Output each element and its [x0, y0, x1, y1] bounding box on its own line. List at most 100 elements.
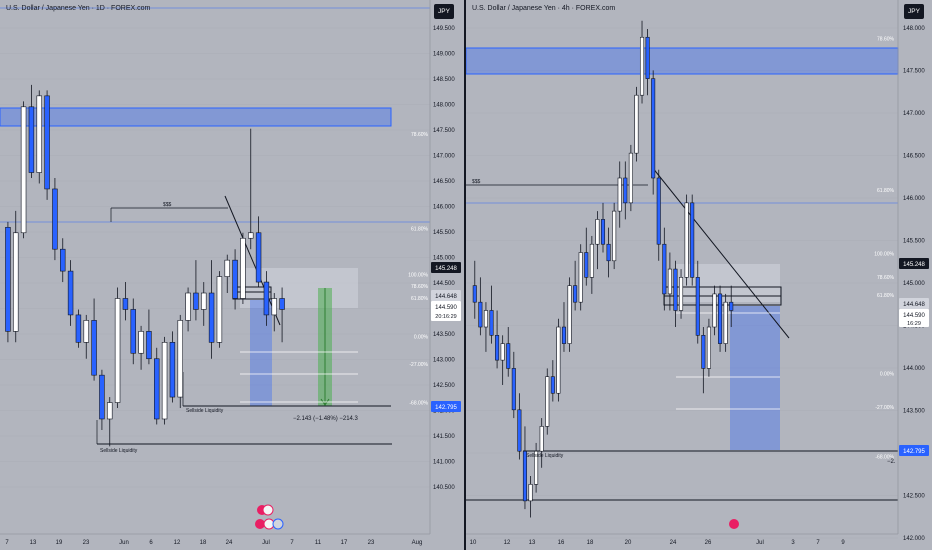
candle-body [522, 450, 527, 502]
x-tick-label: 7 [290, 540, 294, 546]
candle-body [114, 298, 121, 403]
x-tick-label: 12 [174, 540, 181, 546]
candle-body [169, 342, 176, 398]
candle-body [662, 243, 667, 295]
y-tick-label: 144.500 [433, 281, 455, 287]
y-tick-label: 142.500 [903, 494, 925, 500]
candle-body [701, 335, 706, 369]
candle-body [177, 320, 183, 398]
x-tick-label: 23 [368, 540, 375, 546]
event-icon[interactable] [262, 504, 274, 516]
mid-price-value: 144.648 [435, 294, 457, 300]
high-price-value: 145.248 [435, 266, 457, 272]
candle-body [534, 450, 539, 485]
us-flag-icon[interactable] [272, 518, 284, 530]
candle-body [545, 376, 550, 427]
candle-body [573, 285, 578, 303]
fib-level-label: -27.00% [409, 362, 428, 368]
candle-body [20, 106, 27, 234]
high-price-value: 145.248 [903, 262, 925, 268]
fib-level-label: 100.00% [874, 252, 894, 258]
fib-level-label: 61.80% [877, 188, 895, 194]
candle-body [506, 343, 511, 369]
chart-panel-daily[interactable]: 100.00% 78.60% 61.80% 100.00% 78.60% 61.80% 0.… [0, 0, 464, 550]
candle-body [690, 202, 695, 278]
x-tick-label: 13 [30, 540, 37, 546]
4h-chart-canvas[interactable]: 78.60% 61.80% 100.00% 78.60% 61.80% 0.00% -27.… [466, 0, 932, 550]
target-price-badge [899, 445, 929, 456]
y-tick-label: 144.000 [903, 366, 925, 372]
candle-body [478, 301, 483, 328]
daily-chart-canvas[interactable]: 100.00% 78.60% 61.80% 100.00% 78.60% 61.80% 0.… [0, 0, 464, 550]
x-tick-label: 18 [200, 540, 207, 546]
x-tick-label: 7 [5, 540, 9, 546]
candle-body [729, 301, 734, 311]
candle-body [83, 320, 89, 343]
candle-body [99, 374, 105, 420]
candle-body [193, 292, 199, 310]
candle-body [36, 95, 42, 173]
high-price-badge [899, 258, 929, 269]
target-price-value: 142.795 [435, 405, 457, 411]
candle-body [651, 78, 656, 179]
x-tick-label: 24 [226, 540, 233, 546]
candle-body [483, 310, 488, 328]
x-tick-label: 13 [529, 540, 536, 546]
candle-body [517, 409, 522, 452]
y-tick-label: 143.500 [903, 409, 925, 415]
x-tick-label: 10 [470, 540, 477, 546]
candle-body [67, 270, 74, 316]
x-tick-label: 24 [670, 540, 677, 546]
chart-title: U.S. Dollar / Japanese Yen · 4h · FOREX.… [472, 5, 616, 12]
candle-body [712, 293, 717, 328]
stops-label: $$$ [163, 202, 172, 208]
candle-body [60, 248, 66, 272]
y-tick-label: 147.500 [903, 69, 925, 75]
panel-divider[interactable] [464, 0, 466, 550]
y-tick-label: 145.500 [433, 230, 455, 236]
event-icon[interactable] [255, 519, 265, 529]
candle-body [623, 177, 628, 204]
candle-body [578, 252, 583, 303]
y-tick-label: 147.000 [433, 154, 455, 160]
y-tick-label: 148.500 [433, 77, 455, 83]
currency-button[interactable]: JPY [904, 4, 924, 19]
candle-body [52, 188, 58, 250]
candle-body [107, 402, 113, 420]
fib-level-label: 78.60% [877, 275, 895, 281]
candle-body [600, 219, 606, 245]
fib-level-label: 100.00% [408, 0, 428, 1]
candle-body [528, 484, 533, 502]
candle-body [224, 259, 230, 277]
mid-price-value: 144.648 [903, 302, 925, 308]
candle-body [718, 293, 723, 344]
chart-panel-4h[interactable]: 78.60% 61.80% 100.00% 78.60% 61.80% 0.00% -27.… [466, 0, 932, 550]
x-tick-label: 23 [83, 540, 90, 546]
x-tick-label: 18 [587, 540, 594, 546]
y-tick-label: 147.000 [903, 111, 925, 117]
y-tick-label: 143.000 [433, 358, 455, 364]
y-tick-label: 146.000 [903, 196, 925, 202]
candle-body [154, 358, 160, 420]
event-icon[interactable] [729, 519, 739, 529]
x-tick-label: Aug [412, 540, 423, 546]
candle-body [706, 326, 711, 369]
supply-zone [0, 107, 392, 127]
y-tick-label: 142.500 [433, 383, 455, 389]
y-tick-label: 149.500 [433, 26, 455, 32]
candle-body [472, 285, 477, 303]
candle-body [138, 331, 144, 354]
x-tick-label: 6 [149, 540, 153, 546]
fib-level-label: 78.60% [411, 284, 429, 290]
currency-button[interactable]: JPY [434, 4, 454, 19]
bar-countdown: 20:16:29 [435, 314, 456, 320]
candle-body [13, 232, 19, 332]
candle-body [634, 94, 639, 154]
candle-body [539, 426, 544, 452]
y-tick-label: 140.500 [433, 485, 455, 491]
candle-body [556, 326, 561, 394]
x-tick-label: 20 [625, 540, 632, 546]
x-tick-label: 11 [315, 540, 322, 546]
candle-body [567, 285, 572, 344]
candle-body [44, 95, 50, 190]
